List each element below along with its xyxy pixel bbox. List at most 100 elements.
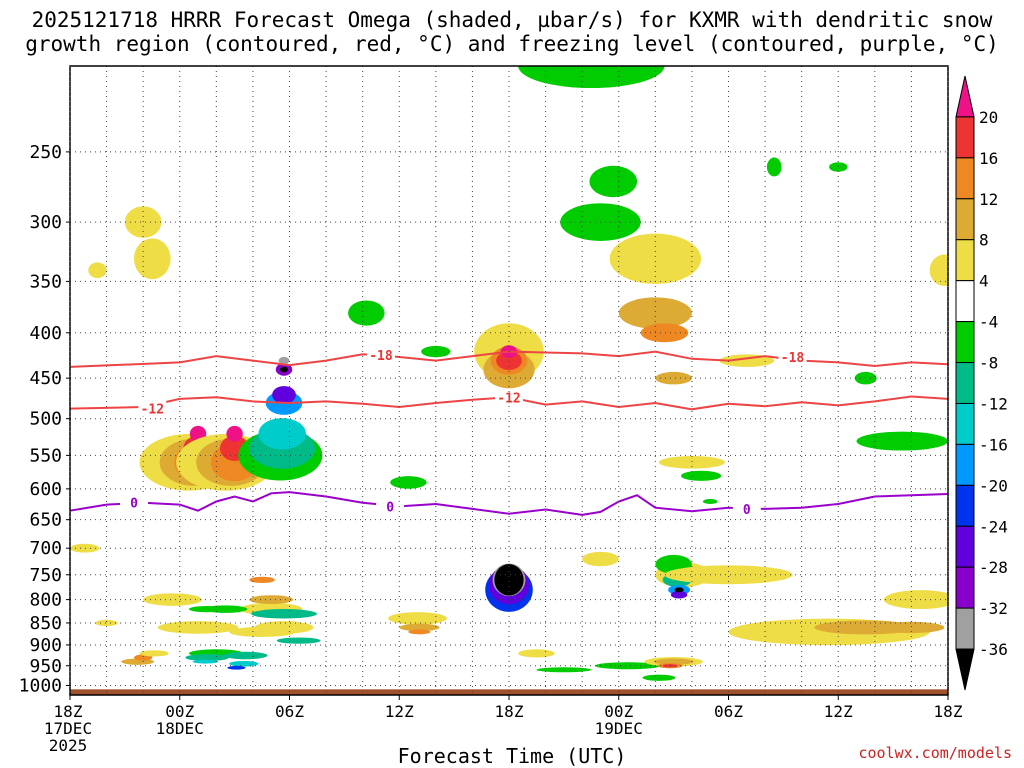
omega-shaded-area: [609, 233, 702, 284]
x-tick-label: 06Z: [275, 702, 304, 721]
colorbar-label: -16: [979, 435, 1008, 454]
x-tick-label: 19DEC: [595, 719, 643, 738]
ground-level-strip: [70, 689, 948, 695]
y-tick-label: 750: [29, 565, 62, 586]
colorbar-label: -20: [979, 476, 1008, 495]
x-tick-label: 12Z: [824, 702, 853, 721]
colorbar-swatch: [955, 402, 975, 445]
contour-label-bg: [376, 498, 405, 515]
contour-label: -18: [781, 351, 805, 366]
x-tick-label: 00Z: [604, 702, 633, 721]
omega-shaded-area: [223, 651, 268, 660]
x-tick-label: 18DEC: [156, 719, 204, 738]
omega-shaded-area: [139, 650, 169, 657]
x-tick-label: 12Z: [385, 702, 414, 721]
omega-shaded-area: [348, 300, 385, 326]
x-tick-label: 17DEC: [44, 719, 92, 738]
y-tick-label: 650: [29, 510, 62, 531]
y-tick-label: 950: [29, 656, 62, 677]
omega-shaded-area: [249, 595, 294, 605]
omega-shaded-area: [278, 356, 290, 365]
y-tick-label: 900: [29, 635, 62, 656]
omega-shaded-area: [229, 660, 259, 667]
contour-label: 0: [386, 500, 394, 515]
colorbar-label: -28: [979, 558, 1008, 577]
omega-shaded-area: [664, 565, 793, 585]
colorbar-swatch: [955, 116, 975, 159]
x-tick-label: 06Z: [714, 702, 743, 721]
y-tick-label: 450: [29, 368, 62, 389]
omega-shaded-area: [878, 621, 945, 634]
contour-label-bg: [120, 494, 149, 511]
x-tick-label: 18Z: [54, 702, 83, 721]
omega-shaded-area: [95, 619, 118, 627]
omega-shaded-area: [856, 431, 948, 451]
omega-shaded-area: [518, 66, 665, 89]
colorbar-label: -8: [979, 354, 998, 373]
colorbar-swatch: [955, 648, 975, 691]
contour-line: [69, 350, 949, 368]
contour-label: -18: [369, 349, 393, 364]
contour-label-bg: [495, 389, 523, 406]
colorbar-label: -36: [979, 640, 1008, 659]
contour-label: 0: [743, 503, 751, 518]
omega-shaded-area: [188, 605, 226, 613]
colorbar-label: -32: [979, 599, 1008, 618]
omega-shaded-area: [642, 674, 676, 681]
contour-label: -12: [497, 391, 520, 406]
contour-label: -12: [141, 403, 164, 418]
omega-shaded-area: [594, 662, 661, 670]
omega-shaded-area: [408, 629, 431, 635]
omega-shaded-area: [670, 590, 688, 599]
omega-shaded-area: [540, 31, 606, 62]
omega-shaded-area: [536, 667, 592, 673]
omega-shaded-area: [272, 386, 296, 404]
colorbar-swatch: [955, 157, 975, 200]
omega-shaded-area: [653, 658, 694, 665]
colorbar-swatch: [955, 321, 975, 364]
omega-shaded-area: [249, 576, 275, 584]
colorbar-label: 16: [979, 149, 998, 168]
omega-shaded-area: [494, 564, 524, 596]
omega-shaded-area: [227, 665, 246, 670]
colorbar-swatch: [955, 566, 975, 609]
omega-shaded-area: [399, 623, 440, 632]
omega-shaded-area: [702, 498, 718, 505]
omega-shaded-area: [582, 551, 619, 567]
y-tick-label: 1000: [19, 675, 62, 696]
omega-shaded-area: [143, 593, 202, 606]
y-tick-label: 700: [29, 538, 62, 559]
colorbar-label: -4: [979, 313, 998, 332]
y-tick-label: 550: [29, 445, 62, 466]
contour-label-bg: [366, 347, 395, 364]
y-tick-label: 850: [29, 613, 62, 634]
omega-shaded-area: [496, 351, 522, 371]
contour-label-bg: [778, 349, 807, 366]
y-tick-label: 600: [29, 479, 62, 500]
omega-shaded-area: [258, 418, 306, 450]
omega-shaded-area: [640, 323, 689, 343]
colorbar-swatch: [955, 239, 975, 282]
omega-shaded-area: [88, 262, 107, 279]
y-tick-label: 500: [29, 409, 62, 430]
colorbar-swatch: [955, 75, 975, 118]
contour-line: [69, 395, 949, 411]
omega-shaded-area: [279, 366, 289, 373]
x-axis-label: Forecast Time (UTC): [397, 744, 627, 768]
omega-shaded-area: [655, 371, 692, 385]
omega-shaded-area: [766, 157, 782, 177]
y-tick-label: 800: [29, 590, 62, 611]
contour-line: [69, 491, 949, 516]
omega-shaded-area: [388, 612, 447, 625]
contour-label-bg: [138, 400, 167, 417]
colorbar-swatch: [955, 525, 975, 568]
colorbar-label: -12: [979, 394, 1008, 413]
omega-shaded-area: [680, 470, 722, 481]
contour-label: 0: [130, 497, 138, 512]
omega-shaded-area: [618, 297, 692, 329]
omega-shaded-area: [226, 425, 243, 442]
colorbar-swatch: [955, 443, 975, 486]
credit-text: coolwx.com/models: [858, 744, 1012, 762]
omega-shaded-area: [254, 621, 314, 634]
